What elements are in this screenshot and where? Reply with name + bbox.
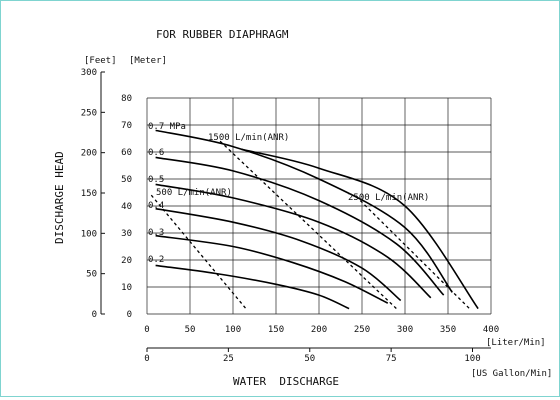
x-unit-gallon: [US Gallon/Min] [471,369,552,379]
air-line-2 [219,140,397,310]
y-unit-feet: [Feet] [84,56,117,66]
curve-3 [155,207,402,302]
feet-tick-label: 150 [81,189,97,199]
liter-tick-label: 150 [268,325,284,335]
liter-tick-label: 350 [440,325,456,335]
liter-tick-label: 400 [483,325,499,335]
air-line-3 [359,200,470,310]
gallon-tick-label: 0 [144,354,149,364]
chart-title: FOR RUBBER DIAPHRAGM [156,28,289,41]
y-axis-label: DISCHARGE HEAD [53,151,66,244]
curve-6 [155,129,453,293]
gallon-tick-label: 100 [464,354,480,364]
feet-tick-label: 250 [81,108,97,118]
curve-7 [241,148,479,310]
gallon-tick-label: 50 [304,354,315,364]
liter-tick-label: 200 [311,325,327,335]
meter-tick-label: 50 [121,175,132,185]
series-labels: 0.2 0.3 0.4 0.5 0.6 0.7 MPa 500 L/min(ANR) 1500… [148,122,429,265]
feet-tick-label: 0 [92,310,97,320]
meter-tick-label: 70 [121,121,132,131]
liter-tick-label: 50 [185,325,196,335]
air-line-1 [150,194,247,310]
liter-tick-label: 0 [144,325,149,335]
x-axis-label: WATER DISCHARGE [233,375,339,388]
air-consumption-lines [150,140,470,310]
feet-tick-label: 200 [81,149,97,159]
series-label: 0.4 [148,201,164,211]
series-label: 0.7 MPa [148,122,186,132]
x-unit-liter: [Liter/Min] [486,338,546,348]
meter-tick-label: 40 [121,202,132,212]
liter-tick-label: 100 [225,325,241,335]
axes [100,71,491,352]
gallon-tick-label: 25 [223,354,234,364]
curve-4 [155,183,432,299]
series-label: 0.6 [148,148,164,158]
meter-tick-label: 0 [127,310,132,320]
liter-tick-label: 250 [354,325,370,335]
series-label: 0.3 [148,228,164,238]
series-label: 0.2 [148,255,164,265]
meter-tick-label: 80 [121,94,132,104]
curve-1 [155,264,350,310]
meter-tick-label: 20 [121,256,132,266]
meter-tick-label: 10 [121,283,132,293]
curve-5 [155,156,445,296]
air-line-label: 1500 L/min(ANR) [208,133,289,143]
series-label: 0.5 [148,175,164,185]
series-curves [155,129,479,310]
meter-tick-label: 60 [121,148,132,158]
gallon-tick-label: 75 [386,354,397,364]
air-line-label: 500 L/min(ANR) [156,188,232,198]
feet-tick-label: 100 [81,229,97,239]
curve-2 [155,234,389,304]
liter-tick-label: 300 [397,325,413,335]
feet-tick-label: 300 [81,68,97,78]
meter-tick-label: 30 [121,229,132,239]
y-unit-meter: [Meter] [129,56,167,66]
grid [146,97,492,315]
feet-tick-label: 50 [86,270,97,280]
air-line-label: 2500 L/min(ANR) [348,193,429,203]
